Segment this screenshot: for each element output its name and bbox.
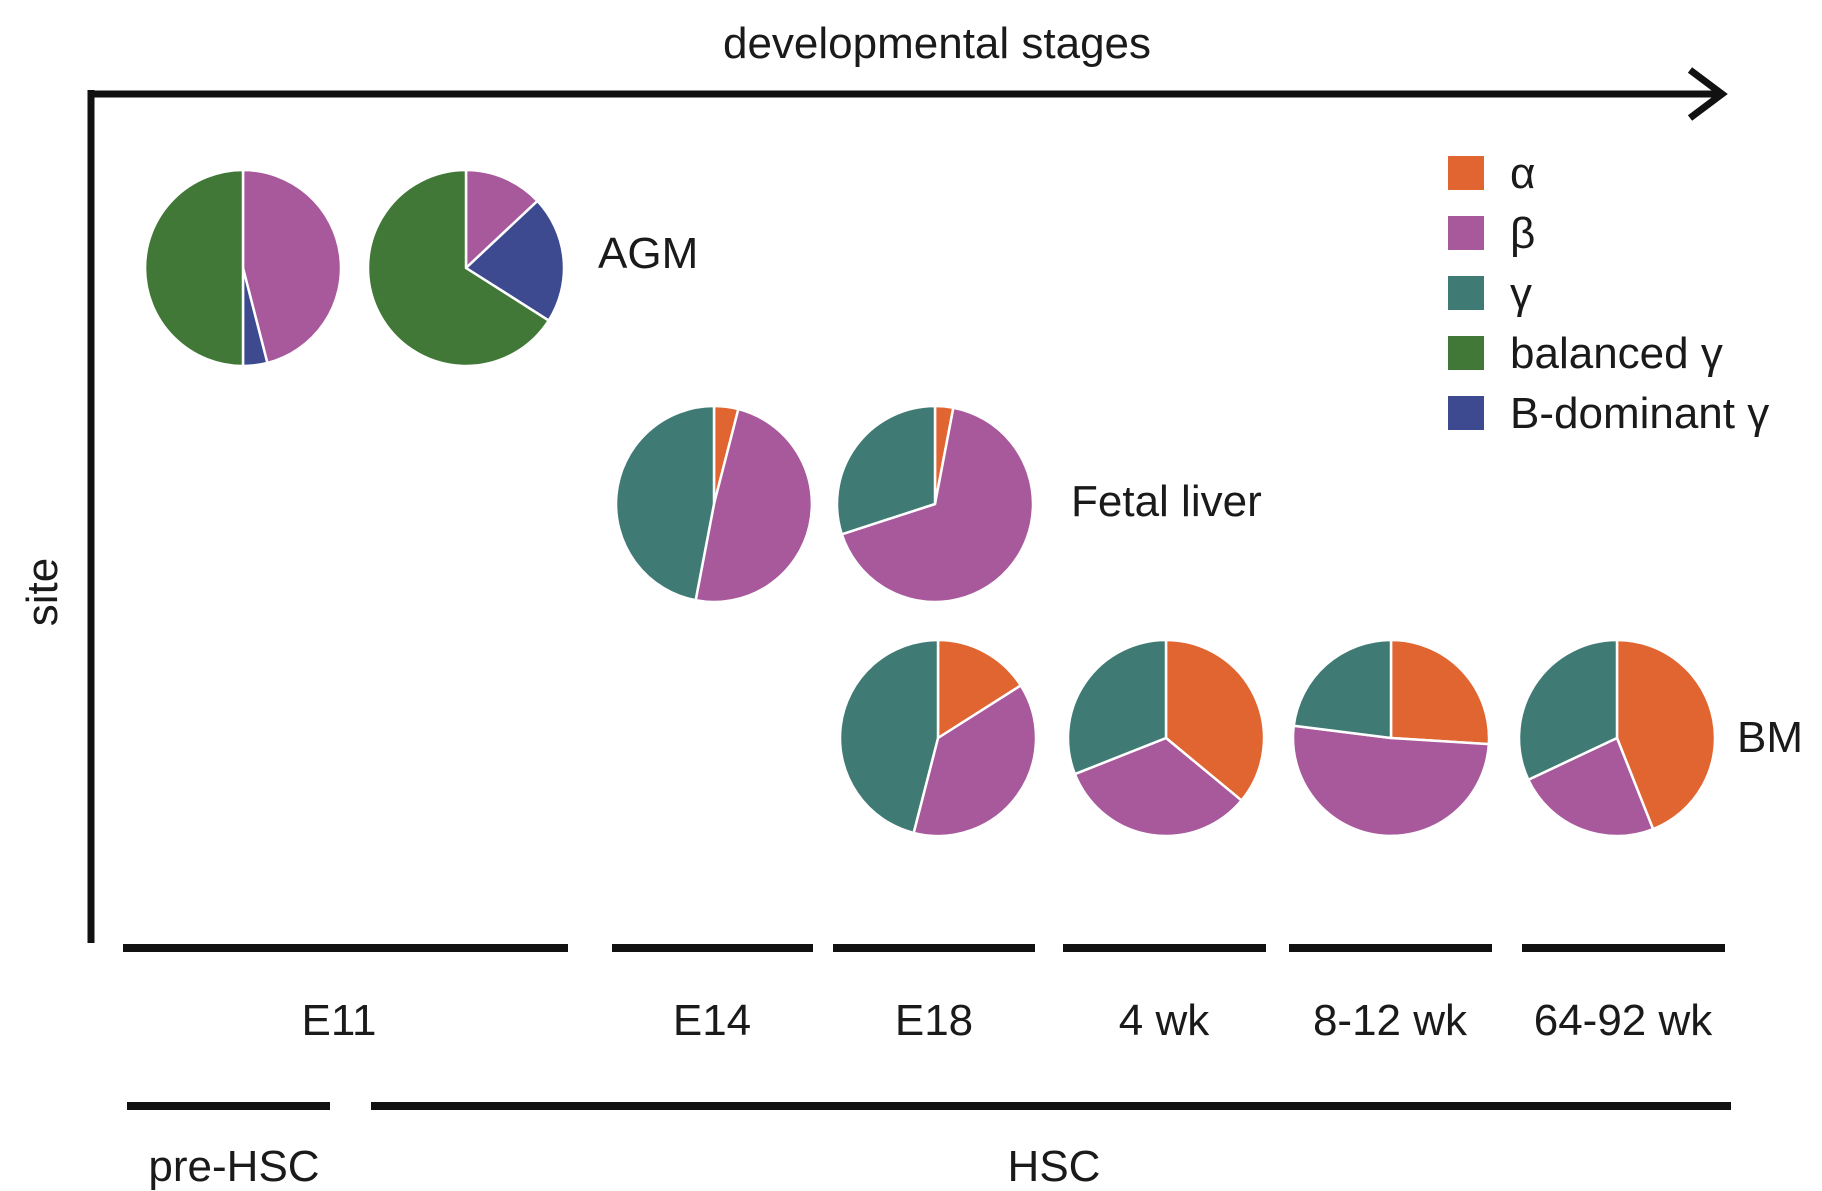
cell-type-label-pre-hsc: pre-HSC	[148, 1142, 319, 1191]
pie-agm-e11-hsc	[366, 168, 566, 368]
legend-item-b-dominant-gamma: B-dominant γ	[1448, 389, 1769, 438]
legend-swatch-beta	[1448, 216, 1484, 250]
pie-slice-alpha	[1389, 638, 1491, 746]
pie-agm-e11-pre-hsc	[143, 168, 343, 368]
stage-label-64-92wk: 64-92 wk	[1534, 996, 1714, 1045]
pie-fetal-liver-e18	[835, 404, 1035, 604]
y-axis-label: site	[18, 558, 67, 626]
legend-label-gamma: γ	[1510, 269, 1532, 318]
legend-swatch-gamma	[1448, 276, 1484, 310]
site-label-agm: AGM	[598, 229, 698, 278]
pie-slice-gamma	[1517, 638, 1619, 781]
legend-item-balanced-gamma: balanced γ	[1448, 329, 1723, 378]
cell-type-label-hsc: HSC	[1008, 1142, 1101, 1191]
pie-slice-beta	[694, 407, 814, 604]
cell-type-labels: pre-HSC HSC	[148, 1142, 1100, 1191]
pie-slice-gamma	[614, 404, 716, 602]
legend-swatch-b-dominant-gamma	[1448, 396, 1484, 430]
pie-bm-8-12wk	[1291, 638, 1491, 838]
legend-swatch-balanced-gamma	[1448, 336, 1484, 370]
legend: α β γ balanced γ B-dominant γ	[1448, 149, 1769, 438]
legend-label-b-dominant-gamma: B-dominant γ	[1510, 389, 1769, 438]
pie-bm-e18	[838, 638, 1038, 838]
pie-slice-alpha	[1615, 638, 1717, 831]
pie-slice-balanced	[366, 168, 550, 368]
pie-slice-alpha	[1164, 638, 1266, 802]
pie-slice-beta	[1291, 724, 1491, 838]
pie-bm-64-92wk	[1517, 638, 1717, 838]
legend-item-beta: β	[1448, 209, 1535, 258]
pie-slice-beta	[1073, 736, 1243, 838]
stage-label-e18: E18	[895, 996, 973, 1045]
pie-slice-bdom	[464, 199, 566, 322]
pie-slice-beta	[912, 684, 1038, 838]
pie-slice-gamma	[1292, 638, 1393, 740]
site-label-fetal-liver: Fetal liver	[1071, 477, 1262, 526]
pie-slice-gamma	[838, 638, 940, 835]
pie-slice-beta	[241, 168, 343, 365]
x-axis-label: developmental stages	[723, 19, 1151, 68]
legend-label-alpha: α	[1510, 149, 1535, 198]
legend-swatch-alpha	[1448, 156, 1484, 190]
legend-item-alpha: α	[1448, 149, 1535, 198]
legend-label-balanced-gamma: balanced γ	[1510, 329, 1723, 378]
site-labels: AGM Fetal liver BM	[598, 229, 1803, 762]
pie-slice-beta	[464, 168, 539, 270]
pie-slice-balanced	[143, 168, 245, 368]
pie-slice-gamma	[1066, 638, 1168, 776]
axes: developmental stages site	[18, 19, 1728, 943]
stage-label-e14: E14	[673, 996, 751, 1045]
pie-slice-gamma	[835, 404, 937, 536]
stage-label-4wk: 4 wk	[1119, 996, 1210, 1045]
stage-label-8-12wk: 8-12 wk	[1313, 996, 1468, 1045]
x-axis-arrowhead	[1687, 67, 1728, 121]
stage-label-e11: E11	[301, 996, 376, 1045]
pie-slice-beta	[840, 406, 1035, 604]
pie-fetal-liver-e14	[614, 404, 814, 604]
site-label-bm: BM	[1737, 713, 1803, 762]
stage-labels: E11 E14 E18 4 wk 8-12 wk 64-92 wk	[301, 996, 1713, 1045]
pie-bm-4wk	[1066, 638, 1266, 838]
pie-charts	[143, 168, 1717, 838]
pie-slice-beta	[1527, 736, 1655, 838]
legend-label-beta: β	[1510, 209, 1535, 258]
legend-item-gamma: γ	[1448, 269, 1532, 318]
pie-slice-alpha	[936, 638, 1022, 740]
